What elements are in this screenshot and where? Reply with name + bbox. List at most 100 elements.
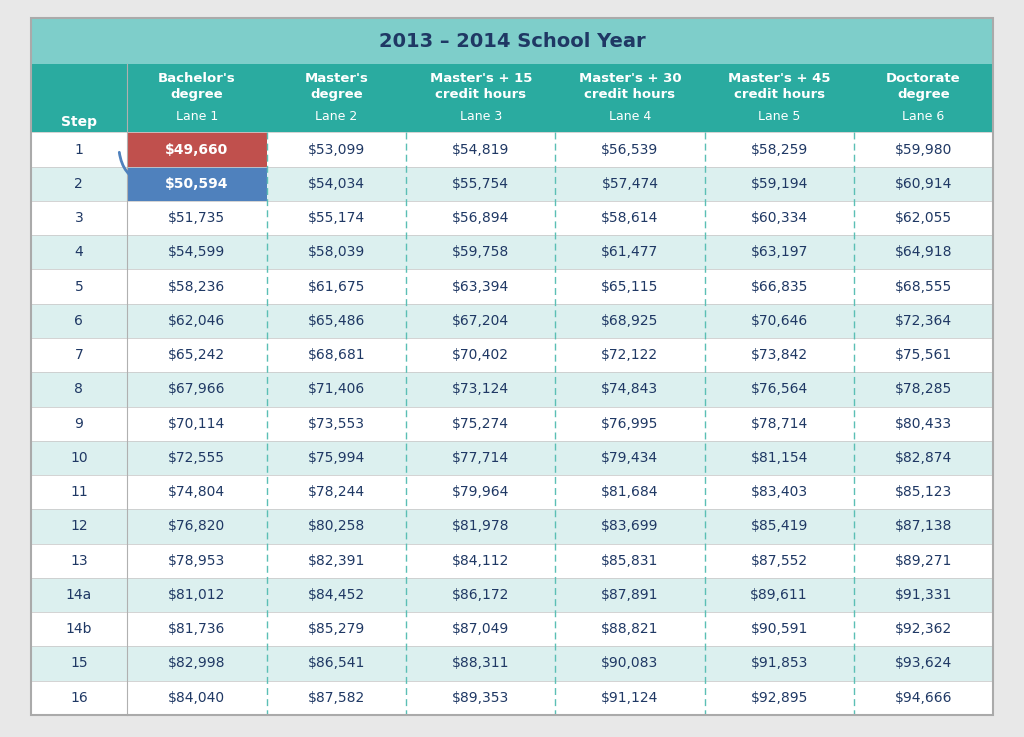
Text: $84,452: $84,452	[308, 588, 365, 602]
Bar	[31, 475, 993, 509]
Text: $76,995: $76,995	[601, 416, 658, 430]
Bar	[31, 338, 993, 372]
Text: 10: 10	[70, 451, 88, 465]
Text: $74,843: $74,843	[601, 383, 658, 397]
Text: 9: 9	[75, 416, 83, 430]
Bar	[31, 441, 993, 475]
Bar	[31, 235, 993, 270]
Text: $58,614: $58,614	[601, 211, 658, 225]
Text: 14a: 14a	[66, 588, 92, 602]
Text: Master's + 30: Master's + 30	[579, 72, 681, 85]
Text: $92,362: $92,362	[895, 622, 952, 636]
Text: $59,194: $59,194	[751, 177, 808, 191]
Text: $60,334: $60,334	[751, 211, 808, 225]
Text: Lane 5: Lane 5	[758, 110, 801, 123]
Text: $76,564: $76,564	[751, 383, 808, 397]
Text: Bachelor's: Bachelor's	[158, 72, 236, 85]
Text: Lane 4: Lane 4	[609, 110, 651, 123]
Text: $63,197: $63,197	[751, 245, 808, 259]
Text: $62,046: $62,046	[168, 314, 225, 328]
Bar	[31, 544, 993, 578]
Text: $78,285: $78,285	[895, 383, 952, 397]
Text: Master's + 15: Master's + 15	[429, 72, 531, 85]
Text: $75,561: $75,561	[895, 348, 952, 362]
Text: $68,925: $68,925	[601, 314, 658, 328]
Text: $85,279: $85,279	[307, 622, 365, 636]
Text: $50,594: $50,594	[165, 177, 228, 191]
Text: 5: 5	[75, 279, 83, 293]
Text: $71,406: $71,406	[307, 383, 365, 397]
Text: $61,477: $61,477	[601, 245, 658, 259]
Bar	[31, 612, 993, 646]
Text: Master's: Master's	[304, 72, 369, 85]
Text: $87,582: $87,582	[307, 691, 365, 705]
Text: 13: 13	[70, 553, 88, 567]
Bar	[31, 681, 993, 715]
Text: $82,391: $82,391	[307, 553, 365, 567]
Text: $84,040: $84,040	[168, 691, 225, 705]
Text: $90,591: $90,591	[751, 622, 808, 636]
Text: $86,541: $86,541	[307, 657, 365, 671]
Text: $83,699: $83,699	[601, 520, 658, 534]
Text: $87,891: $87,891	[601, 588, 658, 602]
Text: $77,714: $77,714	[453, 451, 509, 465]
Bar	[31, 18, 993, 64]
Text: $55,174: $55,174	[308, 211, 365, 225]
Text: $58,259: $58,259	[751, 142, 808, 156]
Text: $83,403: $83,403	[751, 485, 808, 499]
Text: $73,553: $73,553	[308, 416, 365, 430]
Text: $93,624: $93,624	[895, 657, 952, 671]
Text: $59,758: $59,758	[452, 245, 509, 259]
Text: $87,049: $87,049	[452, 622, 509, 636]
Text: $78,244: $78,244	[308, 485, 365, 499]
Bar	[31, 646, 993, 681]
Text: $61,675: $61,675	[307, 279, 365, 293]
Text: $66,835: $66,835	[751, 279, 808, 293]
Text: $74,804: $74,804	[168, 485, 225, 499]
Text: $82,998: $82,998	[168, 657, 225, 671]
Text: $81,978: $81,978	[452, 520, 510, 534]
Text: $81,736: $81,736	[168, 622, 225, 636]
Text: $80,258: $80,258	[307, 520, 365, 534]
Text: 7: 7	[75, 348, 83, 362]
Text: Lane 1: Lane 1	[176, 110, 218, 123]
Text: $73,124: $73,124	[453, 383, 509, 397]
Text: $54,034: $54,034	[308, 177, 365, 191]
Text: 16: 16	[70, 691, 88, 705]
Text: $85,831: $85,831	[601, 553, 658, 567]
Text: $58,039: $58,039	[307, 245, 365, 259]
Text: degree: degree	[310, 88, 362, 101]
Text: Step: Step	[60, 116, 97, 130]
Text: $56,539: $56,539	[601, 142, 658, 156]
Text: $67,966: $67,966	[168, 383, 225, 397]
Bar	[31, 509, 993, 544]
Text: $94,666: $94,666	[895, 691, 952, 705]
Text: $81,154: $81,154	[751, 451, 808, 465]
Text: $87,138: $87,138	[895, 520, 952, 534]
Bar	[31, 201, 993, 235]
Text: credit hours: credit hours	[733, 88, 824, 101]
Text: $72,122: $72,122	[601, 348, 658, 362]
Bar	[31, 64, 993, 133]
Text: 12: 12	[70, 520, 88, 534]
Text: Lane 2: Lane 2	[315, 110, 357, 123]
Text: degree: degree	[170, 88, 223, 101]
Text: $51,735: $51,735	[168, 211, 225, 225]
Text: $70,402: $70,402	[453, 348, 509, 362]
Text: $85,419: $85,419	[751, 520, 808, 534]
Bar	[127, 167, 266, 201]
Text: $82,874: $82,874	[895, 451, 952, 465]
Text: $53,099: $53,099	[307, 142, 365, 156]
Bar	[31, 270, 993, 304]
Text: $70,646: $70,646	[751, 314, 808, 328]
Text: $88,311: $88,311	[452, 657, 510, 671]
Text: $60,914: $60,914	[895, 177, 952, 191]
Text: 2013 – 2014 School Year: 2013 – 2014 School Year	[379, 32, 645, 51]
Text: 2: 2	[75, 177, 83, 191]
Text: 14b: 14b	[66, 622, 92, 636]
Text: $84,112: $84,112	[452, 553, 509, 567]
Text: 11: 11	[70, 485, 88, 499]
Text: $90,083: $90,083	[601, 657, 658, 671]
Text: $91,124: $91,124	[601, 691, 658, 705]
Text: 15: 15	[70, 657, 88, 671]
